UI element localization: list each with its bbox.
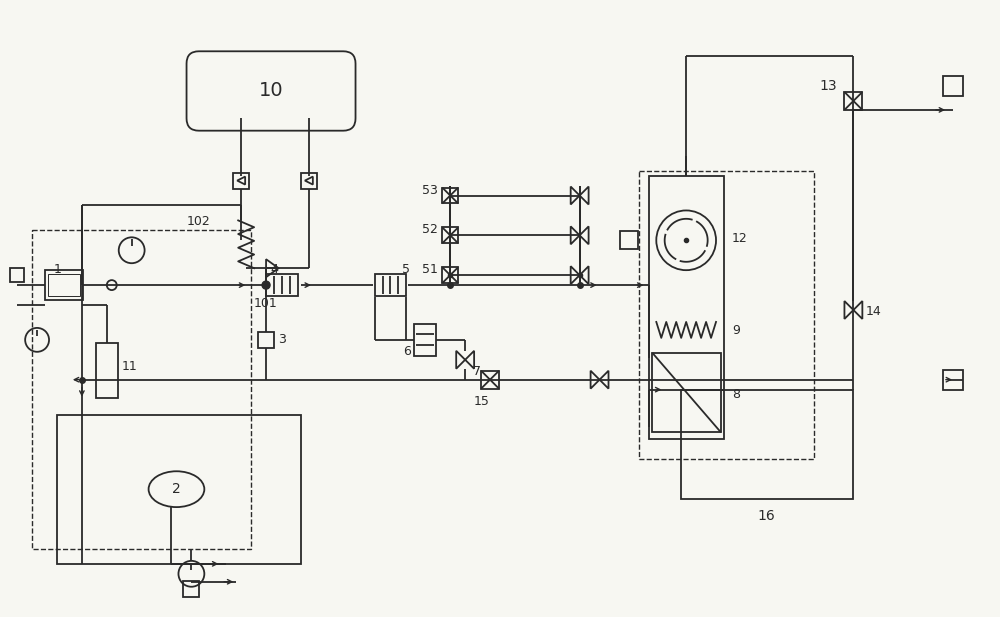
Circle shape <box>262 281 270 289</box>
Bar <box>96 343 118 397</box>
Text: 2: 2 <box>172 482 181 496</box>
Text: 1: 1 <box>54 263 62 276</box>
Text: 10: 10 <box>259 81 283 101</box>
Bar <box>442 267 458 283</box>
Bar <box>57 415 301 564</box>
Bar <box>681 389 853 499</box>
Bar <box>481 371 499 389</box>
Text: 101: 101 <box>254 297 278 310</box>
Text: 53: 53 <box>422 184 438 197</box>
Bar <box>183 581 199 597</box>
Text: 7: 7 <box>473 365 481 378</box>
Bar <box>10 268 24 282</box>
Bar <box>414 324 436 356</box>
Text: 14: 14 <box>865 305 881 318</box>
Text: 51: 51 <box>422 263 438 276</box>
Bar <box>258 332 274 348</box>
Text: 52: 52 <box>422 223 438 236</box>
Bar <box>620 231 638 249</box>
Bar <box>652 353 721 433</box>
Bar <box>266 274 298 296</box>
Bar <box>48 274 80 296</box>
Text: 6: 6 <box>403 345 411 358</box>
Bar <box>442 188 458 204</box>
Bar <box>32 230 251 549</box>
Bar <box>844 92 862 110</box>
Bar <box>639 171 814 459</box>
Text: 9: 9 <box>732 324 740 337</box>
Text: 12: 12 <box>732 233 748 246</box>
Text: 3: 3 <box>278 333 286 346</box>
Text: 102: 102 <box>186 215 210 228</box>
Bar <box>649 176 724 439</box>
Text: 5: 5 <box>402 263 410 276</box>
Bar <box>943 370 963 389</box>
Bar <box>233 173 249 189</box>
Text: 16: 16 <box>758 509 776 523</box>
Text: 8: 8 <box>732 387 740 400</box>
Text: 13: 13 <box>820 79 837 93</box>
Bar <box>301 173 317 189</box>
Bar <box>442 228 458 243</box>
Text: 11: 11 <box>122 360 137 373</box>
Bar <box>943 76 963 96</box>
Bar <box>375 274 406 296</box>
Bar <box>45 270 83 300</box>
Text: 4: 4 <box>270 263 278 276</box>
Text: 15: 15 <box>474 395 490 408</box>
